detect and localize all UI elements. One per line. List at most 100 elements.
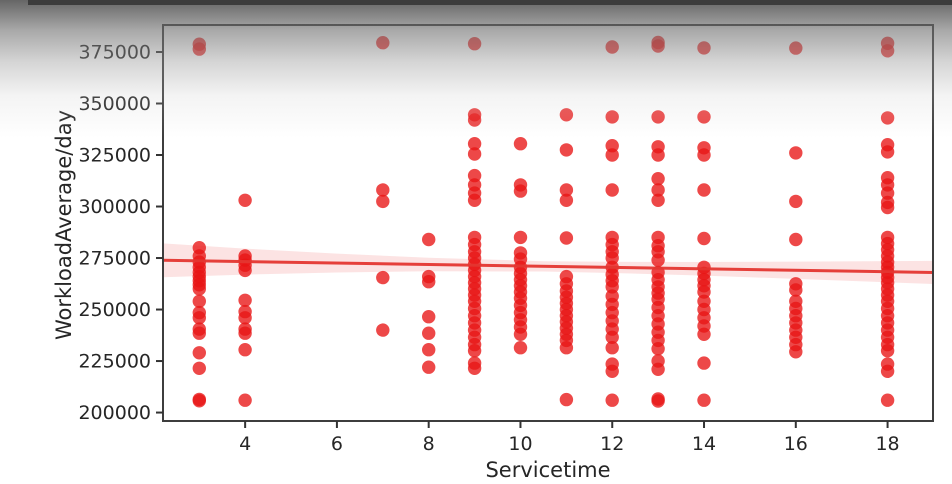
x-tick-label: 16 [784,433,808,455]
confidence-band [163,243,933,284]
data-point [697,148,711,162]
data-point [376,36,390,50]
data-point [422,326,436,340]
data-point [651,148,665,162]
data-point [880,393,895,407]
data-point [238,343,252,357]
data-point [789,345,803,359]
data-point [651,193,665,207]
data-point [880,145,895,159]
data-point [651,110,665,124]
data-point [467,361,482,375]
data-point [376,270,390,285]
data-point [376,183,390,197]
data-point [605,139,619,153]
x-tick-label: 12 [600,433,624,455]
y-tick-label: 300000 [78,196,151,218]
data-point [192,346,206,360]
data-point [880,44,895,58]
data-point [651,183,665,197]
y-tick-label: 275000 [78,248,151,270]
data-point [651,172,665,186]
data-point [697,356,711,370]
data-point [651,253,665,267]
data-point [192,326,206,340]
y-tick-label: 225000 [78,351,151,373]
data-point [192,42,206,56]
y-tick-label: 375000 [78,42,151,64]
data-point [422,343,436,357]
data-point [880,186,895,200]
y-tick-label: 325000 [78,145,151,167]
y-tick-label: 350000 [78,93,151,115]
data-point [559,231,574,245]
data-point [697,327,711,341]
data-point [238,311,252,325]
data-point [605,183,619,197]
data-point [880,344,895,358]
data-point [467,344,482,358]
data-point [192,282,206,296]
data-point [192,311,206,325]
data-point [467,147,482,161]
data-point [605,280,619,294]
data-point [559,183,574,197]
data-point [697,110,711,124]
data-point [559,193,574,207]
data-point [192,294,206,308]
data-point [605,110,619,124]
data-point [513,184,528,198]
data-point [376,194,390,209]
data-point [697,285,711,299]
data-point [467,113,482,127]
x-tick-label: 18 [875,433,899,455]
data-point [467,137,482,151]
scatter-points [192,35,895,408]
data-point [605,393,619,407]
data-point [238,263,252,278]
data-point [238,293,252,307]
data-point [238,326,252,340]
data-point [513,341,528,355]
data-point [513,327,528,341]
y-tick-label: 200000 [78,402,151,424]
x-tick-label: 10 [508,433,532,455]
data-point [559,143,574,157]
x-tick-label: 6 [331,433,343,455]
data-point [697,231,711,246]
data-point [651,342,665,356]
data-point [422,310,436,324]
data-point [559,392,574,407]
data-point [651,394,665,408]
data-point [880,111,895,125]
data-point [789,146,803,160]
data-point [422,275,436,289]
data-point [605,330,619,344]
y-axis: 200000 225000 250000 275000 300000 325000 3500… [78,42,163,424]
x-tick-label: 8 [423,433,435,455]
data-point [467,193,482,207]
data-point [789,41,803,55]
data-point [605,40,619,54]
data-point [376,323,390,337]
data-point [789,232,803,247]
data-point [697,41,711,55]
data-point [605,341,619,355]
data-point [880,364,895,378]
data-point [238,193,252,207]
x-tick-label: 14 [692,433,716,455]
data-point [651,39,665,53]
data-point [789,194,803,209]
data-point [605,251,619,265]
data-point [422,360,436,374]
data-point [513,230,528,245]
data-point [238,393,252,407]
data-point [192,394,206,408]
data-point [467,37,482,51]
data-point [467,168,482,183]
data-point [513,137,528,151]
regression-line [163,258,933,274]
data-point [651,362,665,376]
data-point [789,283,803,297]
